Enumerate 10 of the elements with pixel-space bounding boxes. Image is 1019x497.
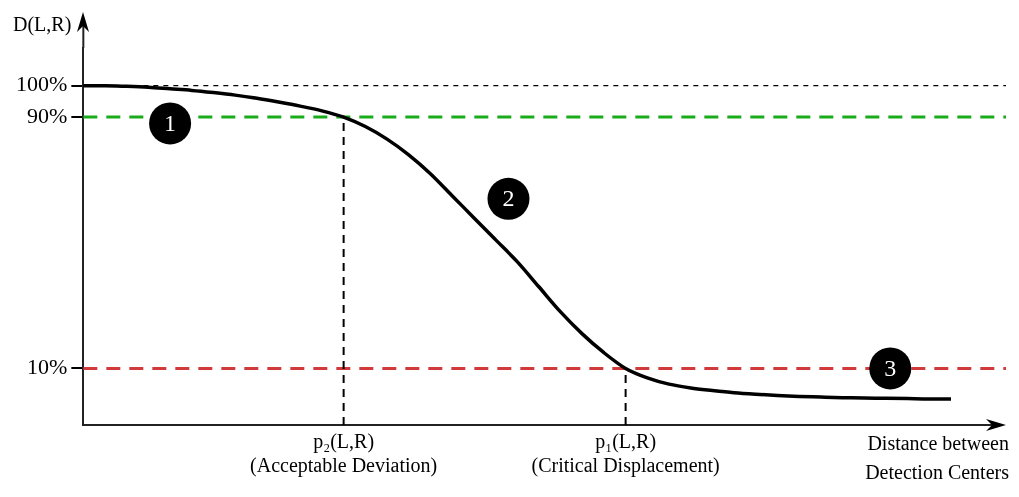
y-axis-title: D(L,R) <box>13 13 72 37</box>
y-tick-label: 90% <box>27 102 68 128</box>
y-tick-label: 100% <box>16 71 68 97</box>
annotation: 1 <box>164 109 177 136</box>
y-tick-label: 10% <box>27 354 68 380</box>
annotation: 3 <box>884 354 897 381</box>
x-tick-label: p₁(L,R) (Critical Displacement) <box>531 430 720 478</box>
x-axis-title: Distance between Detection Centers <box>865 432 1010 484</box>
annotation: 2 <box>502 185 515 212</box>
x-tick-label: p₂(L,R) (Acceptable Deviation) <box>250 430 438 478</box>
